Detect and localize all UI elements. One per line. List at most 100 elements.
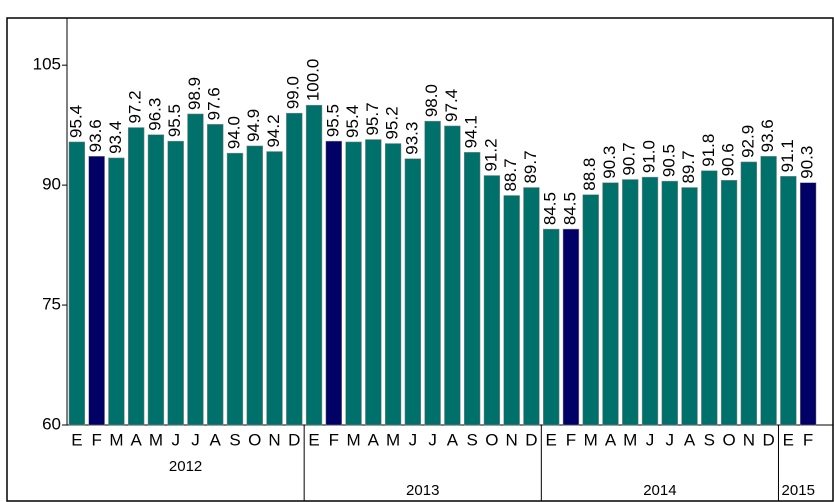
bar (681, 187, 698, 426)
bar (582, 194, 599, 426)
value-label: 93.3 (402, 122, 421, 155)
value-label: 97.2 (126, 90, 145, 123)
value-label: 95.4 (343, 105, 362, 138)
bar (325, 140, 342, 426)
bar (799, 182, 817, 426)
value-label: 95.7 (363, 102, 382, 135)
bar (207, 124, 224, 426)
x-tick-label: A (130, 430, 142, 449)
value-label: 98.9 (185, 77, 204, 110)
x-tick-label: N (743, 430, 755, 449)
value-label: 94.9 (244, 109, 263, 142)
x-tick-label: O (485, 430, 498, 449)
x-tick-label: A (447, 430, 459, 449)
bar (286, 112, 303, 426)
bar (740, 161, 757, 426)
value-label: 95.4 (66, 105, 85, 138)
bar (128, 127, 145, 426)
x-tick-label: N (268, 430, 280, 449)
x-tick-label: F (329, 430, 339, 449)
x-tick-label: J (409, 430, 418, 449)
year-label: 2012 (169, 458, 202, 475)
bar (266, 151, 283, 426)
value-label: 88.8 (580, 158, 599, 191)
x-tick-label: M (109, 430, 123, 449)
x-tick-label: E (783, 430, 794, 449)
bar (167, 140, 184, 426)
y-tick-label: 75 (42, 295, 61, 314)
y-tick-label: 90 (42, 175, 61, 194)
value-label: 91.0 (639, 140, 658, 173)
value-label: 90.5 (659, 144, 678, 177)
x-tick-label: S (704, 430, 715, 449)
bar (88, 156, 105, 426)
bar (108, 157, 125, 426)
value-label: 97.4 (442, 89, 461, 122)
bar (345, 141, 362, 426)
x-tick-label: M (584, 430, 598, 449)
x-tick-label: J (191, 430, 200, 449)
x-tick-label: O (248, 430, 261, 449)
x-tick-label: J (428, 430, 437, 449)
value-label: 95.2 (383, 106, 402, 139)
bar (720, 180, 738, 426)
value-label: 95.5 (165, 104, 184, 137)
bar (404, 158, 422, 426)
bar (602, 182, 619, 426)
value-label: 96.3 (145, 98, 164, 131)
value-label: 90.3 (600, 146, 619, 179)
y-tick-label: 105 (33, 55, 61, 74)
value-label: 93.4 (106, 121, 125, 154)
x-tick-label: E (71, 430, 82, 449)
value-label: 94.0 (224, 116, 243, 149)
value-label: 99.0 (284, 76, 303, 109)
value-label: 90.7 (620, 142, 639, 175)
value-label: 88.7 (501, 158, 520, 191)
bar (543, 228, 560, 426)
x-tick-label: J (646, 430, 655, 449)
x-tick-label: J (171, 430, 180, 449)
x-tick-label: S (466, 430, 477, 449)
value-label: 89.7 (679, 150, 698, 183)
bar (562, 228, 580, 426)
x-tick-label: A (605, 430, 617, 449)
x-tick-label: M (149, 430, 163, 449)
x-tick-label: O (722, 430, 735, 449)
bar (384, 143, 402, 426)
bar (246, 145, 263, 426)
value-label: 84.5 (541, 192, 560, 225)
x-tick-label: N (506, 430, 518, 449)
bar (444, 125, 461, 426)
x-tick-label: A (368, 430, 380, 449)
value-label: 95.5 (323, 104, 342, 137)
x-tick-label: J (666, 430, 675, 449)
value-label: 91.2 (481, 138, 500, 171)
x-tick-label: D (525, 430, 537, 449)
bar (187, 113, 204, 426)
bar (147, 134, 165, 426)
x-tick-label: F (566, 430, 576, 449)
x-tick-label: F (803, 430, 813, 449)
x-tick-label: E (308, 430, 319, 449)
value-label: 84.5 (560, 192, 579, 225)
x-tick-label: M (346, 430, 360, 449)
x-tick-label: S (229, 430, 240, 449)
x-tick-label: F (91, 430, 101, 449)
bar (226, 152, 244, 426)
bar (701, 170, 718, 426)
x-tick-label: D (762, 430, 774, 449)
value-label: 93.6 (86, 119, 105, 152)
bar (365, 139, 382, 426)
value-label: 90.6 (719, 143, 738, 176)
bar (68, 141, 86, 426)
bar (305, 104, 323, 426)
x-tick-label: M (623, 430, 637, 449)
x-tick-label: E (546, 430, 557, 449)
year-label: 2013 (406, 482, 439, 499)
x-tick-label: A (684, 430, 696, 449)
x-tick-label: A (210, 430, 222, 449)
value-label: 94.2 (264, 114, 283, 147)
bar (780, 176, 797, 426)
value-label: 92.9 (738, 125, 757, 158)
